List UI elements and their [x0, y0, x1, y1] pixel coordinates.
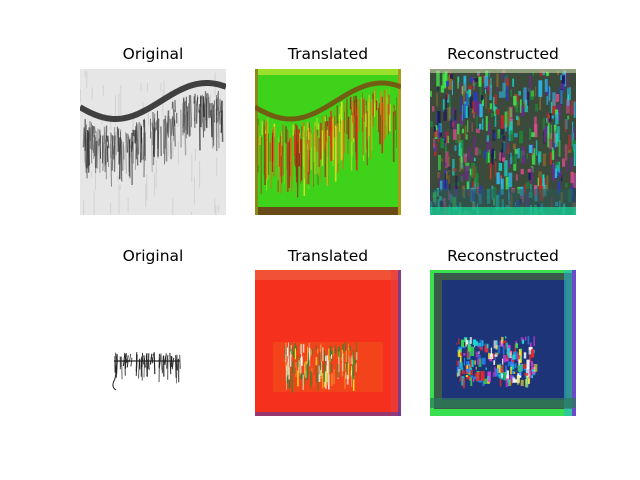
row1-translated-image	[255, 69, 401, 215]
row2-original-title: Original	[122, 247, 184, 265]
row2-translated-title: Translated	[287, 247, 369, 265]
row1-reconstructed-image	[430, 69, 576, 215]
row1-reconstructed-title: Reconstructed	[447, 45, 559, 63]
row2-original-image	[80, 270, 226, 416]
row2-reconstructed-title: Reconstructed	[447, 247, 559, 265]
row1-original-title: Original	[122, 45, 184, 63]
row1-original-image	[80, 69, 226, 215]
row2-reconstructed-image	[430, 270, 576, 416]
row2-translated-image	[255, 270, 401, 416]
row1-translated-title: Translated	[287, 45, 369, 63]
